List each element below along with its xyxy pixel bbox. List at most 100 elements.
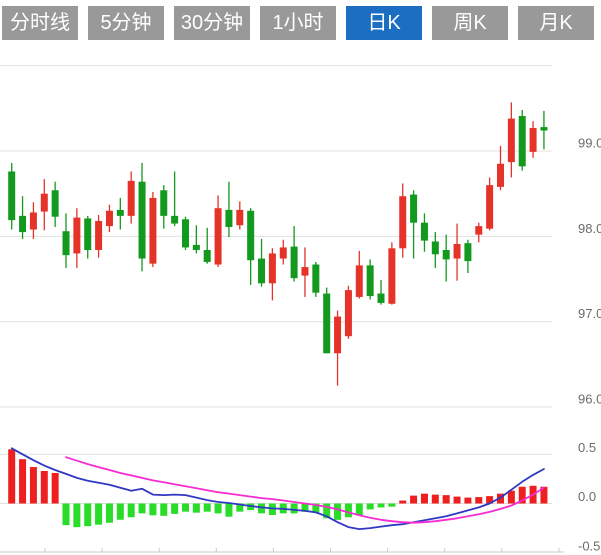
macd-tick-label: 0.0 bbox=[578, 489, 596, 504]
candle-body bbox=[507, 118, 515, 163]
tab-1[interactable]: 5分钟 bbox=[88, 6, 164, 40]
candle-48 bbox=[518, 110, 526, 171]
macd-bar bbox=[84, 503, 92, 527]
price-tick-label: 98.0 bbox=[578, 221, 601, 236]
candle-body bbox=[73, 217, 81, 254]
macd-bar bbox=[171, 503, 179, 514]
macd-bar bbox=[225, 503, 233, 517]
candle-4 bbox=[40, 179, 48, 231]
candle-body bbox=[192, 244, 200, 251]
candle-32 bbox=[344, 285, 352, 339]
macd-bar bbox=[105, 503, 113, 523]
tab-daily-k[interactable]: 日K bbox=[346, 6, 422, 40]
candle-26 bbox=[279, 239, 287, 265]
macd-histogram bbox=[8, 449, 548, 528]
candle-3 bbox=[29, 202, 37, 239]
candle-body bbox=[19, 215, 27, 233]
candle-body bbox=[453, 244, 461, 259]
macd-tick-label: 0.5 bbox=[578, 440, 596, 455]
candle-body bbox=[236, 209, 244, 226]
candle-37 bbox=[399, 183, 407, 258]
macd-bar bbox=[181, 503, 189, 512]
x-axis bbox=[0, 548, 564, 553]
candle-50 bbox=[540, 110, 548, 150]
candle-body bbox=[475, 226, 483, 235]
candle-2 bbox=[19, 196, 27, 239]
candle-body bbox=[518, 116, 526, 167]
tab-0[interactable]: 分时线 bbox=[2, 6, 78, 40]
macd-bar bbox=[138, 503, 146, 514]
macd-bar bbox=[420, 493, 428, 504]
candle-34 bbox=[366, 259, 374, 300]
macd-tick-label: -0.5 bbox=[578, 538, 600, 553]
candle-5 bbox=[51, 181, 59, 227]
macd-bar bbox=[344, 503, 352, 518]
candle-body bbox=[149, 197, 157, 264]
timeframe-tabbar: 分时线 5分钟 30分钟 1小时 日K 周K 月K bbox=[2, 6, 594, 40]
candle-body bbox=[366, 265, 374, 297]
macd-bar bbox=[8, 449, 16, 504]
macd-bar bbox=[334, 503, 342, 520]
candle-body bbox=[171, 215, 179, 224]
candle-10 bbox=[105, 204, 113, 233]
candle-body bbox=[95, 220, 103, 251]
candle-body bbox=[496, 163, 504, 187]
candle-23 bbox=[247, 208, 255, 285]
candle-body bbox=[323, 293, 331, 354]
candle-body bbox=[540, 127, 548, 131]
candle-19 bbox=[203, 227, 211, 264]
macd-bar bbox=[290, 503, 298, 514]
candle-body bbox=[334, 316, 342, 354]
macd-bar bbox=[19, 459, 27, 504]
macd-bar bbox=[258, 503, 266, 514]
candle-40 bbox=[431, 232, 439, 268]
tab-label: 日K bbox=[367, 12, 401, 34]
candle-body bbox=[312, 264, 320, 293]
tab-3[interactable]: 1小时 bbox=[260, 6, 336, 40]
dif-line bbox=[10, 447, 545, 530]
candle-body bbox=[225, 209, 233, 227]
candle-27 bbox=[290, 226, 298, 282]
candle-body bbox=[127, 180, 135, 216]
candle-body bbox=[268, 253, 276, 284]
candle-11 bbox=[116, 197, 124, 230]
tab-5[interactable]: 周K bbox=[432, 6, 508, 40]
candle-body bbox=[116, 209, 124, 216]
macd-bar bbox=[301, 503, 309, 512]
macd-bar bbox=[29, 467, 37, 504]
macd-bar bbox=[95, 503, 103, 525]
tab-6[interactable]: 月K bbox=[518, 6, 594, 40]
candle-6 bbox=[62, 213, 70, 268]
candle-body bbox=[279, 247, 287, 259]
macd-bar bbox=[431, 494, 439, 504]
candle-8 bbox=[84, 215, 92, 259]
candle-30 bbox=[323, 287, 331, 354]
candle-13 bbox=[138, 162, 146, 272]
macd-bar bbox=[377, 503, 385, 508]
candle-body bbox=[258, 258, 266, 284]
price-panel-grid: 99.0 98.0 97.0 96.0 bbox=[0, 65, 601, 408]
macd-bar bbox=[475, 497, 483, 504]
macd-bar bbox=[127, 503, 135, 518]
macd-bar bbox=[40, 470, 48, 504]
candle-body bbox=[290, 246, 298, 279]
candle-body bbox=[301, 267, 309, 276]
candle-22 bbox=[236, 201, 244, 230]
candle-25 bbox=[268, 248, 276, 301]
macd-bar bbox=[149, 503, 157, 516]
candle-body bbox=[160, 190, 168, 216]
candle-body bbox=[388, 248, 396, 304]
macd-bar bbox=[203, 503, 211, 512]
candle-44 bbox=[475, 222, 483, 243]
macd-bar bbox=[366, 503, 374, 510]
candle-45 bbox=[486, 177, 494, 231]
macd-bar bbox=[399, 500, 407, 504]
candle-body bbox=[355, 265, 363, 297]
candle-43 bbox=[464, 239, 472, 274]
macd-bar bbox=[236, 503, 244, 512]
tab-label: 1小时 bbox=[272, 12, 324, 34]
candle-21 bbox=[225, 181, 233, 238]
tab-2[interactable]: 30分钟 bbox=[174, 6, 250, 40]
macd-bar bbox=[355, 503, 363, 516]
